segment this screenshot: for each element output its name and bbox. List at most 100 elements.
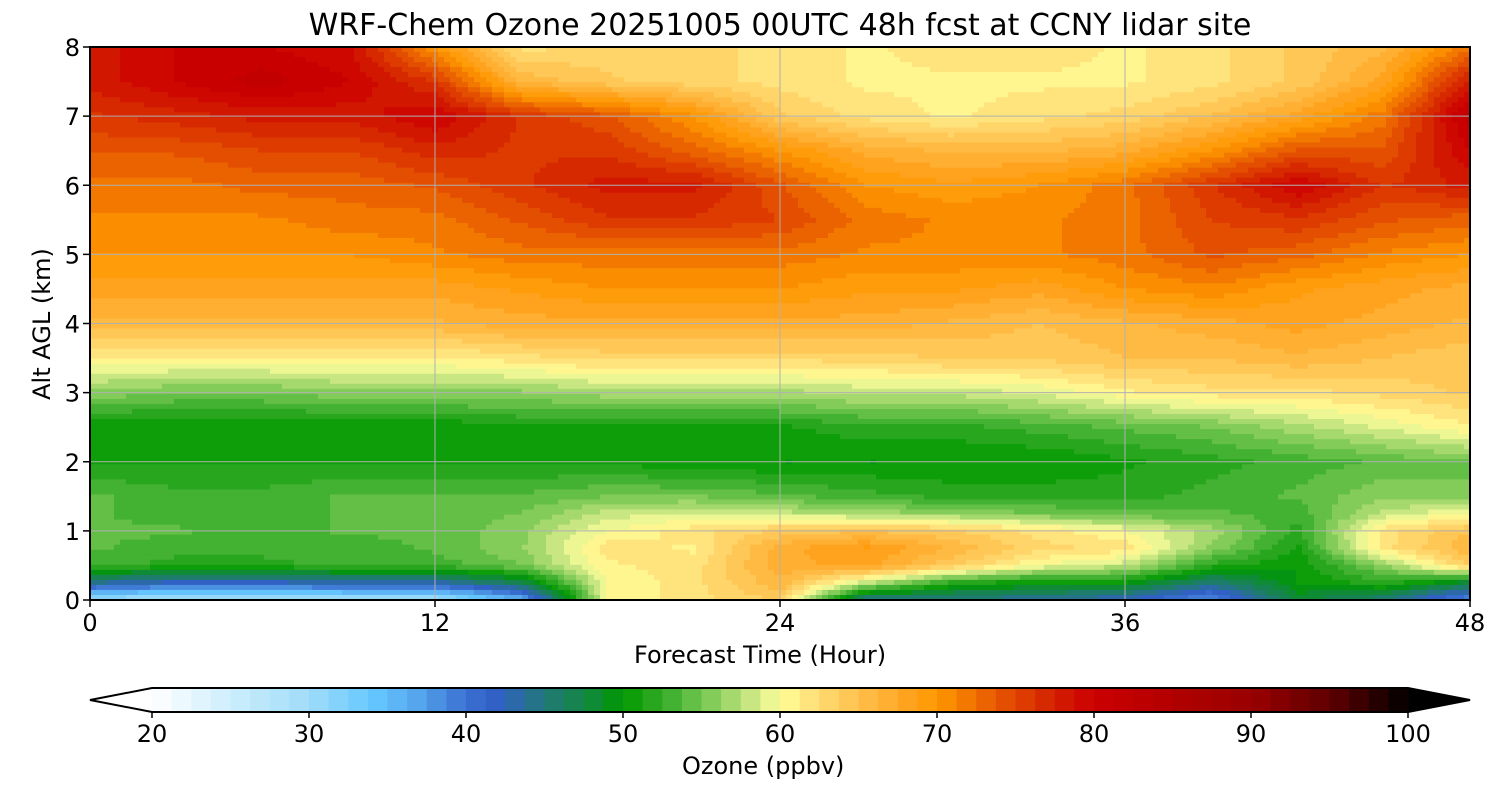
contour-cell <box>402 67 421 73</box>
contour-cell <box>90 67 121 73</box>
contour-cell <box>1140 444 1237 450</box>
contour-cell <box>1350 489 1471 496</box>
contour-cell <box>132 519 331 526</box>
contour-cell <box>672 132 703 139</box>
contour-cell <box>762 529 841 536</box>
colorbar-segment <box>1251 688 1272 712</box>
contour-cell <box>1218 167 1249 174</box>
contour-cell <box>600 393 967 400</box>
contour-cell <box>1236 162 1267 169</box>
contour-cell <box>1392 589 1411 596</box>
contour-cell <box>552 212 607 219</box>
contour-cell <box>1158 549 1177 556</box>
contour-cell <box>1188 544 1207 551</box>
contour-cell <box>1260 519 1315 526</box>
contour-cell <box>864 142 1117 149</box>
contour-cell <box>714 539 739 546</box>
contour-cell <box>90 429 817 435</box>
contour-cell <box>444 318 949 325</box>
contour-cell <box>372 87 415 93</box>
contour-cell <box>798 177 829 184</box>
contour-cell <box>462 559 517 566</box>
contour-cell <box>582 564 595 571</box>
colorbar-segment <box>1015 688 1036 712</box>
contour-cell <box>1206 177 1237 184</box>
contour-cell <box>528 534 547 541</box>
contour-cell <box>1416 142 1435 149</box>
contour-cell <box>1218 137 1249 144</box>
contour-cell <box>630 524 691 531</box>
contour-cell <box>606 594 661 601</box>
contour-cell <box>90 469 757 475</box>
contour-cell <box>354 47 367 53</box>
contour-cell <box>108 579 163 586</box>
contour-cell <box>558 87 613 93</box>
contour-cell <box>1332 117 1363 124</box>
contour-cell <box>576 574 589 581</box>
contour-cell <box>1002 594 1099 601</box>
contour-cell <box>1164 192 1195 199</box>
contour-cell <box>504 192 559 199</box>
contour-cell <box>894 569 919 576</box>
colorbar-segment <box>1290 688 1311 712</box>
contour-cell <box>672 92 715 98</box>
contour-cell <box>672 117 697 124</box>
contour-cell <box>888 554 919 561</box>
contour-cell <box>1374 524 1387 531</box>
contour-cell <box>1182 489 1285 496</box>
contour-cell <box>600 509 793 516</box>
contour-cell <box>846 514 961 521</box>
contour-cell <box>804 373 1021 380</box>
contour-cell <box>552 569 565 576</box>
contour-cell <box>1410 162 1435 169</box>
contour-cell <box>576 529 607 536</box>
contour-cell <box>1398 82 1411 88</box>
contour-cell <box>996 569 1033 576</box>
contour-cell <box>1398 594 1417 601</box>
contour-cell <box>1068 212 1141 219</box>
colorbar-segment <box>642 688 663 712</box>
contour-cell <box>1308 363 1471 370</box>
contour-cell <box>1326 519 1339 526</box>
contour-cell <box>1128 167 1159 174</box>
contour-cell <box>516 413 859 420</box>
contour-cell <box>846 62 913 68</box>
contour-cell <box>852 383 1045 390</box>
contour-cell <box>1332 514 1351 521</box>
contour-cell <box>90 308 505 315</box>
contour-cell <box>444 212 499 219</box>
contour-cell <box>1314 534 1327 541</box>
x-tick-label: 36 <box>1110 609 1141 637</box>
contour-cell <box>906 212 1069 219</box>
contour-cell <box>1434 97 1447 103</box>
contour-cell <box>372 57 385 63</box>
contour-cell <box>90 424 793 430</box>
contour-cell <box>930 524 1003 531</box>
colorbar-segment <box>681 688 703 712</box>
contour-cell <box>948 584 1015 591</box>
contour-cell <box>1380 52 1399 58</box>
contour-cell <box>456 87 469 93</box>
contour-cell <box>120 97 199 103</box>
contour-cell <box>1338 92 1369 98</box>
contour-cell <box>1134 388 1333 395</box>
contour-cell <box>456 57 469 63</box>
contour-cell <box>894 92 1009 98</box>
contour-cell <box>996 283 1063 289</box>
contour-cell <box>294 92 373 98</box>
contour-cell <box>1158 323 1267 330</box>
contour-cell <box>1002 539 1051 546</box>
contour-cell <box>1212 439 1279 445</box>
contour-cell <box>462 338 1081 345</box>
contour-cell <box>1428 72 1441 78</box>
contour-cell <box>1278 579 1297 586</box>
contour-cell <box>756 489 877 496</box>
contour-cell <box>1146 47 1231 53</box>
contour-cell <box>1368 539 1381 546</box>
contour-cell <box>534 559 553 566</box>
contour-cell <box>1164 534 1195 541</box>
contour-cell <box>582 549 601 556</box>
contour-cell <box>588 594 595 601</box>
contour-cell <box>90 398 175 405</box>
contour-cell <box>846 212 907 219</box>
